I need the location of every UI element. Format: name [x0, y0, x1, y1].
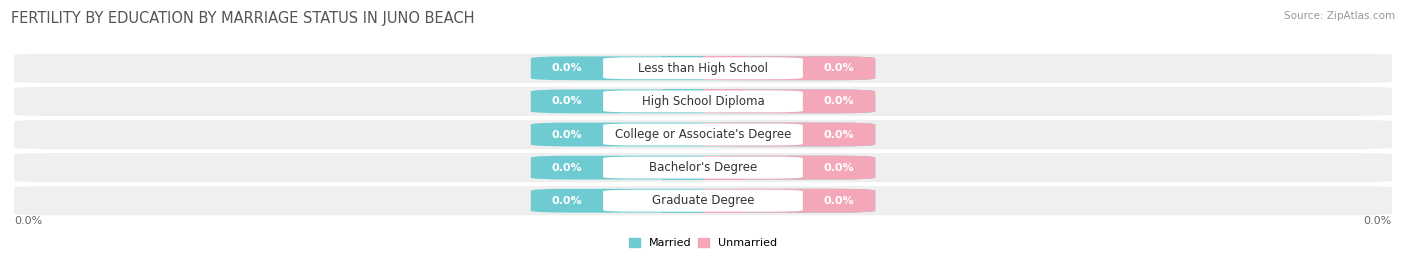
Text: 0.0%: 0.0%	[14, 215, 42, 226]
Text: 0.0%: 0.0%	[551, 129, 582, 140]
FancyBboxPatch shape	[603, 90, 803, 112]
Bar	[703, 123, 744, 146]
Text: 0.0%: 0.0%	[551, 162, 582, 173]
Legend: Married, Unmarried: Married, Unmarried	[624, 233, 782, 253]
FancyBboxPatch shape	[703, 56, 875, 80]
Bar	[703, 189, 744, 213]
FancyBboxPatch shape	[14, 54, 1392, 83]
Bar	[662, 156, 703, 179]
Bar	[703, 56, 744, 80]
Text: High School Diploma: High School Diploma	[641, 95, 765, 108]
FancyBboxPatch shape	[531, 90, 875, 113]
FancyBboxPatch shape	[531, 56, 875, 80]
FancyBboxPatch shape	[14, 186, 1392, 215]
FancyBboxPatch shape	[703, 123, 875, 146]
Text: 0.0%: 0.0%	[824, 162, 855, 173]
Text: 0.0%: 0.0%	[551, 96, 582, 107]
FancyBboxPatch shape	[14, 87, 1392, 116]
Text: 0.0%: 0.0%	[824, 196, 855, 206]
Text: 0.0%: 0.0%	[824, 63, 855, 73]
Bar	[662, 56, 703, 80]
FancyBboxPatch shape	[14, 120, 1392, 149]
Text: Graduate Degree: Graduate Degree	[652, 194, 754, 207]
FancyBboxPatch shape	[603, 123, 803, 146]
FancyBboxPatch shape	[703, 90, 875, 113]
Text: College or Associate's Degree: College or Associate's Degree	[614, 128, 792, 141]
FancyBboxPatch shape	[603, 190, 803, 212]
Text: 0.0%: 0.0%	[1364, 215, 1392, 226]
FancyBboxPatch shape	[531, 156, 875, 179]
Bar	[662, 90, 703, 113]
FancyBboxPatch shape	[603, 157, 803, 179]
FancyBboxPatch shape	[14, 153, 1392, 182]
FancyBboxPatch shape	[603, 57, 803, 79]
Text: 0.0%: 0.0%	[551, 63, 582, 73]
Bar	[662, 123, 703, 146]
Text: 0.0%: 0.0%	[824, 129, 855, 140]
Text: Source: ZipAtlas.com: Source: ZipAtlas.com	[1284, 11, 1395, 21]
Bar	[662, 189, 703, 213]
Bar	[703, 156, 744, 179]
Text: Bachelor's Degree: Bachelor's Degree	[650, 161, 756, 174]
FancyBboxPatch shape	[531, 123, 875, 146]
Text: FERTILITY BY EDUCATION BY MARRIAGE STATUS IN JUNO BEACH: FERTILITY BY EDUCATION BY MARRIAGE STATU…	[11, 11, 475, 26]
Text: 0.0%: 0.0%	[824, 96, 855, 107]
Bar	[703, 90, 744, 113]
Text: 0.0%: 0.0%	[551, 196, 582, 206]
FancyBboxPatch shape	[531, 189, 875, 213]
Text: Less than High School: Less than High School	[638, 62, 768, 75]
FancyBboxPatch shape	[703, 189, 875, 213]
FancyBboxPatch shape	[703, 156, 875, 179]
